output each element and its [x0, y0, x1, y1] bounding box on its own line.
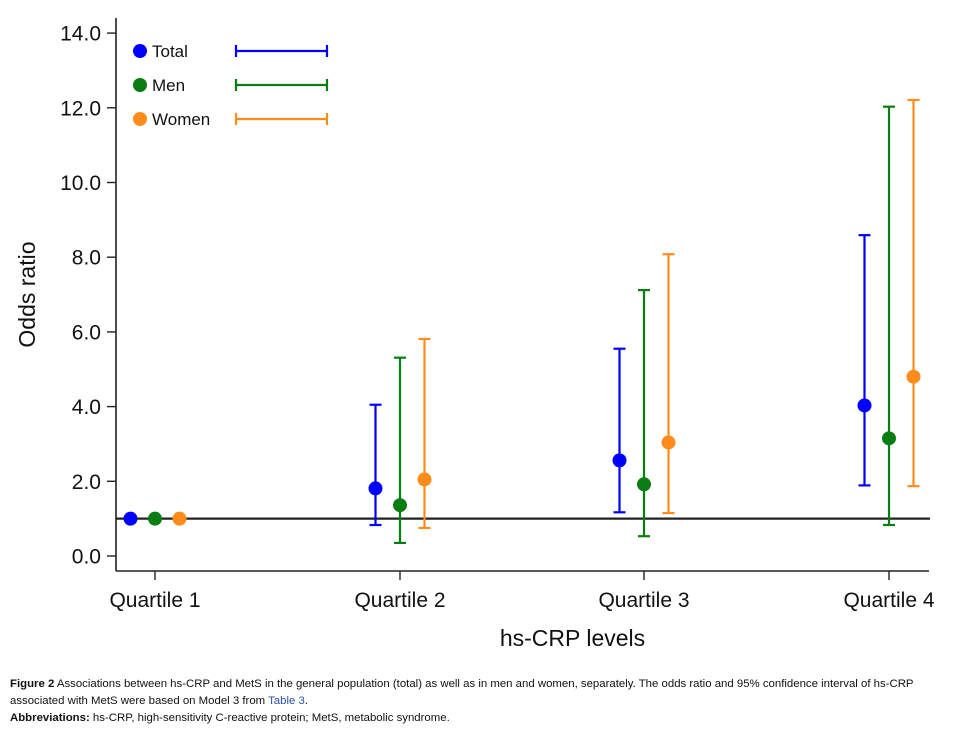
table-3-link[interactable]: Table 3	[268, 695, 305, 707]
figure-caption: Figure 2 Associations between hs-CRP and…	[10, 676, 955, 727]
y-tick-label: 10.0	[60, 172, 101, 195]
data-point	[368, 481, 383, 496]
series-total	[123, 234, 872, 527]
series-men	[148, 105, 896, 545]
y-tick-label: 8.0	[72, 247, 101, 270]
series-women	[172, 98, 921, 530]
legend-label: Women	[152, 110, 210, 129]
data-point	[637, 477, 651, 492]
legend-label: Total	[152, 42, 188, 61]
y-axis-title: Odds ratio	[14, 241, 40, 347]
data-point	[417, 472, 432, 487]
legend-marker	[133, 44, 147, 58]
data-point	[172, 511, 187, 526]
legend-marker	[133, 112, 147, 126]
abbreviations-label: Abbreviations:	[10, 712, 90, 724]
y-tick-label: 0.0	[72, 546, 101, 569]
y-tick-label: 14.0	[60, 23, 101, 46]
y-tick-label: 4.0	[72, 396, 101, 419]
legend-marker	[133, 78, 147, 92]
data-point	[612, 453, 627, 468]
x-tick-label: Quartile 4	[843, 589, 934, 612]
figure-caption-text: Associations between hs-CRP and MetS in …	[10, 678, 914, 707]
axes: 0.0 2.0 4.0 6.0 8.0 10.0 12.0 14.0 Quartile 1 Qua…	[14, 18, 935, 651]
data-point	[123, 511, 138, 526]
data-point	[148, 511, 162, 526]
series-marks	[123, 98, 921, 545]
data-point	[393, 498, 407, 513]
legend-item-women: Women	[133, 110, 329, 129]
data-point	[882, 431, 896, 446]
legend: Total Men Women	[133, 42, 329, 129]
caption-period: .	[304, 695, 309, 707]
y-tick-label: 12.0	[60, 97, 101, 120]
abbreviations: Abbreviations: hs-CRP, high-sensitivity …	[10, 710, 955, 727]
y-tick-label: 6.0	[72, 321, 101, 344]
data-point	[857, 398, 872, 413]
data-point	[661, 435, 676, 450]
legend-item-total: Total	[133, 42, 329, 61]
y-tick-label: 2.0	[72, 471, 101, 494]
x-tick-label: Quartile 2	[354, 589, 445, 612]
odds-ratio-chart: 0.0 2.0 4.0 6.0 8.0 10.0 12.0 14.0 Quartile 1 Qua…	[14, 18, 935, 651]
figure-caption-main: Figure 2 Associations between hs-CRP and…	[10, 676, 955, 710]
x-tick-label: Quartile 1	[109, 589, 200, 612]
x-tick-label: Quartile 3	[598, 589, 689, 612]
data-point	[906, 369, 921, 384]
figure-label: Figure 2	[10, 678, 55, 690]
abbreviations-text: hs-CRP, high-sensitivity C-reactive prot…	[89, 712, 450, 724]
legend-item-men: Men	[133, 76, 329, 95]
x-axis-title: hs-CRP levels	[500, 625, 645, 651]
legend-label: Men	[152, 76, 185, 95]
